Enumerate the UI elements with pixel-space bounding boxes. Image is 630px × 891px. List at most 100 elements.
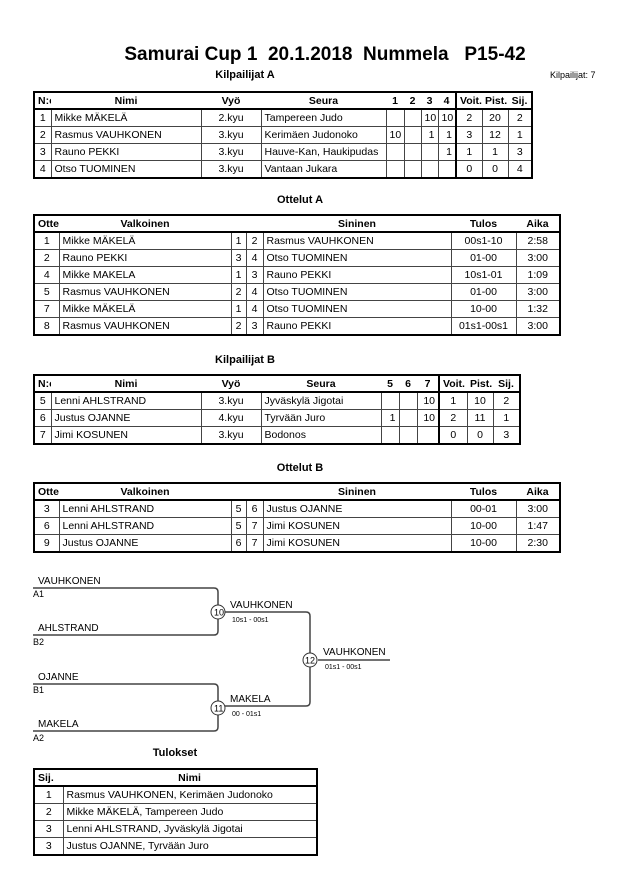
table-cell: 2 <box>455 108 483 127</box>
table-cell: 6 <box>33 517 60 535</box>
final-winner: VAUHKONEN <box>323 647 386 658</box>
table-cell: 00s1-10 <box>450 231 517 250</box>
column-header: Voit. <box>438 375 467 393</box>
column-header: Aika <box>516 483 560 501</box>
table-cell: 1 <box>380 409 400 427</box>
table-cell: 3.kyu <box>200 391 262 410</box>
table-cell: Rauno PEKKI <box>58 249 232 267</box>
table-cell: Justus OJANNE <box>262 499 452 518</box>
table-cell: 3.kyu <box>200 143 262 161</box>
table-cell: 11 <box>466 409 494 427</box>
table-row: 3 Lenni AHLSTRAND, Jyväskylä Jigotai <box>33 820 318 838</box>
page-title: Samurai Cup 1 20.1.2018 Nummela P15-42 <box>124 44 526 65</box>
table-cell: 10 <box>420 108 439 127</box>
table-cell: 10 <box>416 409 440 427</box>
table-cell: 3 <box>33 837 64 856</box>
column-header: 1 <box>386 92 404 110</box>
table-cell: Otso TUOMINEN <box>262 249 452 267</box>
table-cell: 6 <box>230 534 247 553</box>
table-cell: 3.kyu <box>200 426 262 445</box>
column-header <box>231 215 246 233</box>
table-cell: 3 <box>492 426 521 445</box>
table-row: 2 Rasmus VAUHKONEN 3.kyu Kerimäen Judonoko 1… <box>33 126 533 144</box>
table-cell <box>403 108 422 127</box>
entry-name: MAKELA <box>38 719 79 730</box>
table-cell: 6 <box>33 409 52 427</box>
table-cell: Otso TUOMINEN <box>262 300 452 318</box>
table-cell: 2.kyu <box>200 108 262 127</box>
table-cell: 2:58 <box>515 231 561 250</box>
table-cell: 0 <box>438 426 468 445</box>
table-cell: 3.kyu <box>200 126 262 144</box>
table-cell: 1 <box>230 231 247 250</box>
table-cell <box>385 160 405 179</box>
column-header: Aika <box>516 215 560 233</box>
table-cell: 1 <box>33 231 60 250</box>
matches-a-table: OtteluValkoinenSininenTulosAika1Mikke MÄ… <box>33 214 561 336</box>
table-cell: Justus OJANNE, Tyrvään Juro <box>62 837 318 856</box>
table-row: 3 Justus OJANNE, Tyrvään Juro <box>33 837 318 856</box>
table-cell: 0 <box>466 426 494 445</box>
column-header: Seura <box>261 375 381 393</box>
column-header: Sij. <box>508 92 532 110</box>
table-cell: 1 <box>33 108 52 127</box>
table-cell: 3:00 <box>515 499 561 518</box>
table-row: 5 Lenni AHLSTRAND 3.kyu Jyväskylä Jigotai 10… <box>33 391 521 410</box>
table-cell: 5 <box>33 283 60 301</box>
table-cell: 1 <box>33 785 64 804</box>
table-cell: 4.kyu <box>200 409 262 427</box>
table-cell: Rasmus VAUHKONEN <box>50 126 202 144</box>
table-cell: 0 <box>481 160 509 179</box>
table-cell: 4 <box>245 283 264 301</box>
entry-seed: B2 <box>33 637 44 647</box>
column-header: N:o <box>34 92 51 110</box>
match-number: 10 <box>214 608 224 618</box>
table-cell: Hauve-Kan, Haukipudas <box>260 143 387 161</box>
table-cell: 1 <box>455 143 483 161</box>
table-cell: 9 <box>33 534 60 553</box>
table-cell: Mikke MÄKELÄ <box>58 231 232 250</box>
table-cell: 7 <box>245 534 264 553</box>
table-row: 6 Justus OJANNE 4.kyu Tyrvään Juro 1 10 2 11 1 <box>33 409 521 427</box>
table-cell: 1 <box>437 126 457 144</box>
table-cell: 1 <box>420 126 439 144</box>
column-header: Sij. <box>493 375 520 393</box>
table-cell: 5 <box>230 517 247 535</box>
column-header: Vyö <box>201 92 261 110</box>
table-cell <box>380 391 400 410</box>
semi-winner: MAKELA <box>230 694 271 705</box>
table-row: 7 Jimi KOSUNEN 3.kyu Bodonos 0 0 3 <box>33 426 521 445</box>
competitors-a-table: N:oNimiVyöSeura1234Voit.Pist.Sij.1Mikke … <box>33 91 533 179</box>
table-cell: 2 <box>230 317 247 336</box>
table-cell: Mikke MAKELA <box>58 266 232 284</box>
section-title-matches-a: Ottelut A <box>276 194 324 206</box>
table-cell: Lenni AHLSTRAND <box>58 499 232 518</box>
table-cell: 01-00 <box>450 283 517 301</box>
table-row: 1 Mikke MÄKELÄ 1 2 Rasmus VAUHKONEN 00s1-10 2:… <box>33 231 561 250</box>
table-cell: 7 <box>33 426 52 445</box>
table-cell: Lenni AHLSTRAND <box>50 391 202 410</box>
table-cell: 3 <box>245 266 264 284</box>
table-cell: Rasmus VAUHKONEN <box>58 317 232 336</box>
table-row: 3 Rauno PEKKI 3.kyu Hauve-Kan, Haukipudas 1 1… <box>33 143 533 161</box>
bracket-diagram: VAUHKONEN A1 AHLSTRAND B2 OJANNE B1 MAKE… <box>33 576 390 743</box>
table-cell: 3:00 <box>515 283 561 301</box>
match-number: 11 <box>214 704 223 714</box>
table-cell: 20 <box>481 108 509 127</box>
column-header: 2 <box>404 92 421 110</box>
table-cell: Otso TUOMINEN <box>50 160 202 179</box>
table-cell: 01s1-00s1 <box>450 317 517 336</box>
column-header: N:o <box>34 375 51 393</box>
table-cell: 2 <box>507 108 533 127</box>
table-cell <box>403 126 422 144</box>
table-cell <box>385 108 405 127</box>
match-number: 12 <box>305 656 315 666</box>
table-cell: 3 <box>245 317 264 336</box>
column-header: Valkoinen <box>59 483 231 501</box>
table-cell: 1 <box>507 126 533 144</box>
table-cell: 10 <box>385 126 405 144</box>
results-table: Sij. Nimi 1 Rasmus VAUHKONEN, Kerimäen Judo… <box>33 768 318 856</box>
column-header: 6 <box>399 375 417 393</box>
table-cell: Vantaan Jukara <box>260 160 387 179</box>
table-cell: 2:30 <box>515 534 561 553</box>
